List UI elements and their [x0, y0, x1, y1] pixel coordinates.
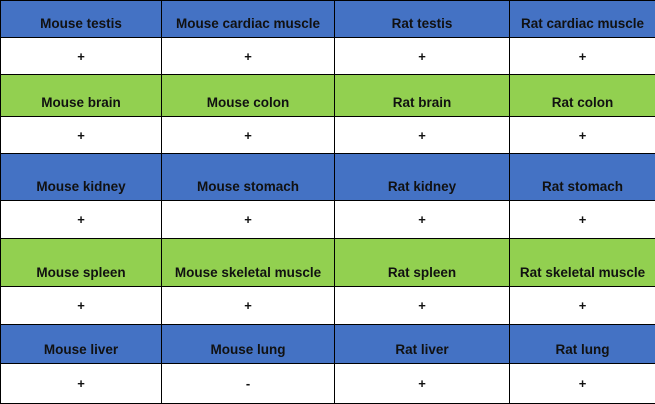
- tissue-name-cell: Rat kidney: [335, 154, 510, 201]
- result-row: ++++: [1, 287, 655, 325]
- tissue-name-cell: Rat liver: [335, 325, 510, 364]
- result-cell: -: [162, 364, 335, 404]
- result-cell: +: [162, 38, 335, 75]
- result-cell: +: [510, 201, 655, 239]
- result-cell: +: [1, 201, 162, 239]
- tissue-name-cell: Mouse cardiac muscle: [162, 1, 335, 38]
- tissue-name-cell: Rat stomach: [510, 154, 655, 201]
- result-cell: +: [335, 38, 510, 75]
- result-row: ++++: [1, 201, 655, 239]
- tissue-name-cell: Mouse stomach: [162, 154, 335, 201]
- result-cell: +: [510, 117, 655, 154]
- result-cell: +: [1, 287, 162, 325]
- tissue-name-cell: Rat lung: [510, 325, 655, 364]
- result-cell: +: [162, 201, 335, 239]
- result-cell: +: [335, 287, 510, 325]
- result-cell: +: [162, 117, 335, 154]
- tissue-name-cell: Mouse spleen: [1, 239, 162, 287]
- result-cell: +: [510, 38, 655, 75]
- tissue-name-cell: Mouse lung: [162, 325, 335, 364]
- result-row: ++++: [1, 117, 655, 154]
- result-cell: +: [510, 364, 655, 404]
- tissue-name-cell: Mouse kidney: [1, 154, 162, 201]
- tissue-name-cell: Rat cardiac muscle: [510, 1, 655, 38]
- result-cell: +: [1, 117, 162, 154]
- result-cell: +: [335, 117, 510, 154]
- result-cell: +: [1, 38, 162, 75]
- result-cell: +: [1, 364, 162, 404]
- tissue-name-cell: Mouse skeletal muscle: [162, 239, 335, 287]
- tissue-name-cell: Rat spleen: [335, 239, 510, 287]
- result-cell: +: [335, 364, 510, 404]
- tissue-name-cell: Mouse colon: [162, 75, 335, 117]
- tissue-name-cell: Rat brain: [335, 75, 510, 117]
- result-cell: +: [162, 287, 335, 325]
- tissue-name-cell: Mouse testis: [1, 1, 162, 38]
- result-cell: +: [335, 201, 510, 239]
- tissue-name-cell: Rat testis: [335, 1, 510, 38]
- result-cell: +: [510, 287, 655, 325]
- tissue-name-cell: Rat skeletal muscle: [510, 239, 655, 287]
- result-row: +-++: [1, 364, 655, 404]
- result-row: ++++: [1, 38, 655, 75]
- tissue-name-cell: Rat colon: [510, 75, 655, 117]
- tissue-name-cell: Mouse liver: [1, 325, 162, 364]
- tissue-name-cell: Mouse brain: [1, 75, 162, 117]
